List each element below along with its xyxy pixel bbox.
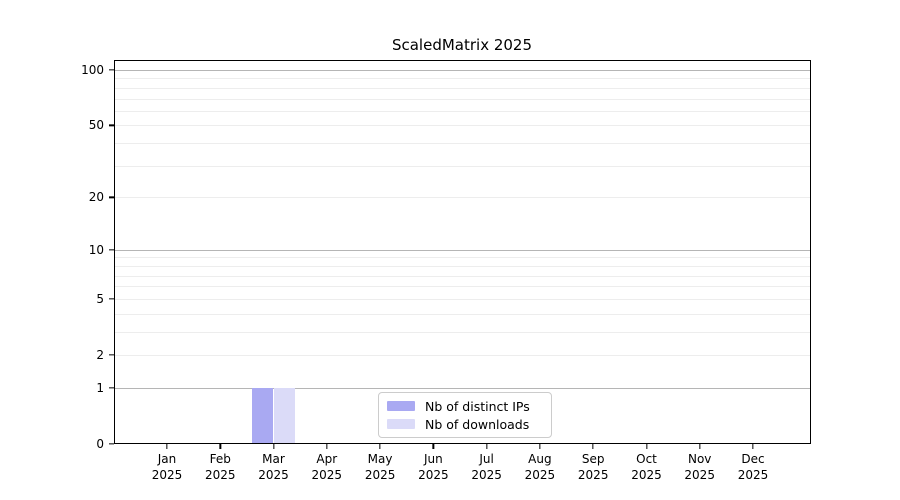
x-tick-label: Sep 2025 [578,451,609,483]
x-tick-mark [645,444,648,449]
x-tick-year: 2025 [684,468,715,482]
x-tick-mark [166,444,168,449]
y-tick-mark [109,354,114,356]
gridline-minor [114,143,811,145]
x-tick-month: Apr [316,452,338,466]
y-tick-mark [109,124,114,127]
x-tick-label: Jun 2025 [418,451,449,483]
legend-item: Nb of downloads [387,415,543,433]
x-tick-year: 2025 [258,468,289,482]
x-tick-month: Feb [209,452,231,466]
x-tick-month: Nov [687,452,712,466]
x-tick-mark [752,444,754,449]
gridline-minor [114,165,811,167]
x-tick-month: Sep [581,452,605,466]
bar-nb-of-downloads-mar-2025 [273,387,295,444]
gridline-major [114,387,811,389]
y-tick-mark [109,387,114,389]
gridline-minor [114,87,811,89]
chart-title: ScaledMatrix 2025 [391,36,533,54]
x-tick-year: 2025 [577,468,609,482]
y-tick-mark [109,69,114,71]
gridline-minor [114,331,811,333]
y-tick-label: 2 [96,348,104,362]
x-tick-month: Jun [424,452,443,466]
x-tick-label: Apr 2025 [312,451,343,483]
gridline-minor [114,298,811,300]
x-tick-label: Jan 2025 [152,451,183,483]
x-tick-mark [699,444,701,449]
x-tick-year: 2025 [151,468,183,482]
y-tick-label: 20 [88,190,104,205]
x-tick-label: Nov 2025 [684,451,715,483]
x-tick-label: May 2025 [365,451,396,483]
x-tick-year: 2025 [471,468,502,482]
y-tick-label: 0 [96,437,104,451]
legend-item-label: Nb of downloads [425,416,530,432]
gridline-minor [114,286,811,288]
x-tick-mark [432,444,435,449]
gridline-minor [114,355,811,356]
x-tick-label: Feb 2025 [205,451,236,483]
x-tick-year: 2025 [631,468,662,482]
x-tick-label: Mar 2025 [258,451,289,483]
gridline-minor [114,110,811,112]
y-tick-label: 1 [96,380,104,395]
gridline-minor [114,125,811,127]
gridline-major [114,70,811,71]
x-tick-label: Oct 2025 [631,451,662,483]
x-tick-mark [326,444,328,449]
x-tick-label: Jul 2025 [471,451,502,483]
y-tick-mark [109,443,114,445]
gridline-minor [114,197,811,199]
x-tick-label: Dec 2025 [738,451,769,483]
legend-item-label: Nb of distinct IPs [425,398,530,414]
x-tick-mark [272,444,275,449]
gridline-minor [114,98,811,100]
y-tick-label: 100 [81,63,104,77]
x-tick-mark [592,444,594,449]
x-tick-year: 2025 [364,468,396,482]
x-tick-month: Oct [636,452,657,466]
y-tick-label: 50 [88,118,104,133]
y-tick-mark [109,249,114,251]
x-tick-month: Jul [479,452,494,466]
gridline-minor [114,265,811,267]
x-tick-month: May [367,452,393,466]
x-tick-year: 2025 [737,468,769,482]
x-tick-label: Aug 2025 [525,451,556,483]
gridline-major [114,249,811,251]
x-tick-month: Dec [741,452,765,466]
plot-area [114,60,811,444]
x-tick-mark [219,444,221,449]
legend-item: Nb of distinct IPs [387,397,543,415]
x-tick-mark [379,444,381,449]
x-tick-month: Mar [262,452,285,466]
x-tick-mark [539,444,541,449]
x-tick-year: 2025 [418,468,449,482]
y-tick-label: 5 [96,291,104,306]
x-tick-mark [485,444,488,449]
x-tick-year: 2025 [311,468,343,482]
legend-swatch [387,401,415,411]
y-tick-label: 10 [88,242,104,257]
legend-swatch [387,419,415,429]
legend: Nb of distinct IPs Nb of downloads [378,392,552,438]
gridline-minor [114,78,811,80]
bar-nb-of-distinct-ips-mar-2025 [252,387,274,444]
x-tick-year: 2025 [205,468,236,482]
x-tick-year: 2025 [524,468,556,482]
x-tick-month: Jan [157,452,177,466]
gridline-minor [114,257,811,259]
gridline-minor [114,313,811,315]
x-tick-month: Aug [528,452,552,466]
y-tick-mark [109,196,114,198]
y-tick-mark [109,298,114,300]
gridline-minor [114,275,811,277]
